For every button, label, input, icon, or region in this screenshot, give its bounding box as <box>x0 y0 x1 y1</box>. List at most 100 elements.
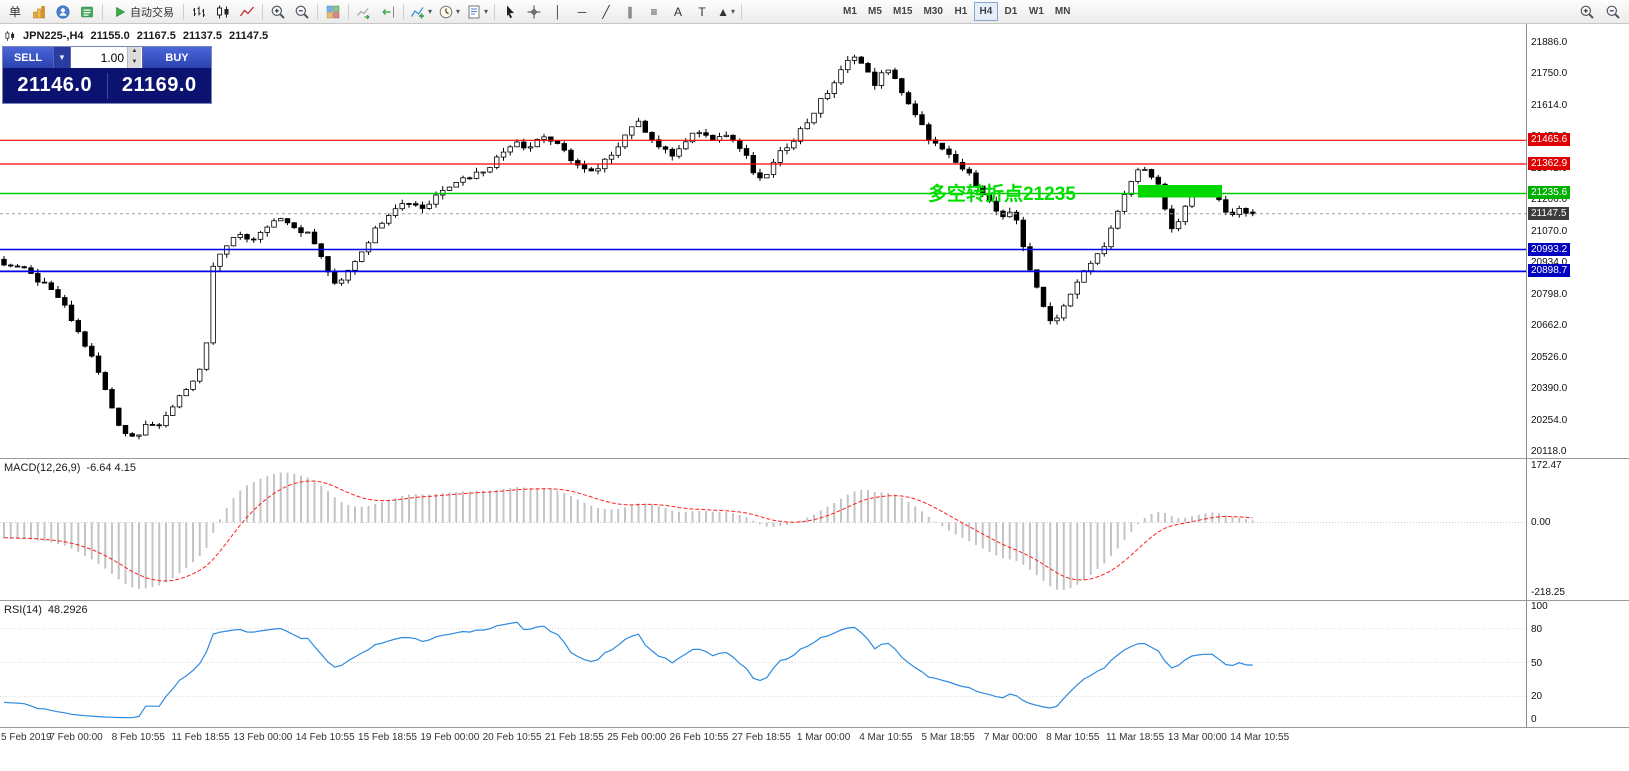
volume-down-button[interactable]: ▼ <box>131 58 138 65</box>
templates-icon[interactable]: ▾ <box>463 2 491 22</box>
price-level-badge: 20993.2 <box>1528 242 1571 256</box>
horizontal-line-icon[interactable]: ─ <box>577 4 587 19</box>
timeframe-m30-button[interactable]: M30 <box>923 6 943 17</box>
timeframe-d1-button[interactable]: D1 <box>1004 6 1018 17</box>
macd-chart[interactable] <box>0 459 1526 600</box>
rsi-name: RSI(14) <box>4 604 42 616</box>
trendline-icon[interactable]: ╱ <box>602 4 610 19</box>
time-label: 5 Feb 2019 <box>1 732 52 743</box>
toolbar: 单自动交易 ▾ ▾ ▾ │ ─ ╱ ∥ ≡ A T ▲ ▾ M1 M5 M15 M30 H1 H4 D1 W1 MN <box>0 0 1629 24</box>
magnifier-icon[interactable] <box>1601 2 1625 22</box>
new-order-button[interactable]: 单 <box>8 5 21 19</box>
line-chart-icon[interactable] <box>235 2 259 22</box>
search-icon[interactable] <box>1575 2 1599 22</box>
volume-box: ▲ ▼ <box>71 47 143 68</box>
zoom-in-icon[interactable] <box>266 2 290 22</box>
new-chart-icon[interactable] <box>27 2 51 22</box>
timeframe-m15-button[interactable]: M15 <box>893 6 913 17</box>
autotrade-button[interactable]: 自动交易 <box>106 2 180 22</box>
timeframe-w1-button[interactable]: W1 <box>1028 6 1044 17</box>
chart-shift-icon[interactable] <box>376 2 400 22</box>
volume-up-button[interactable]: ▲ <box>131 48 138 54</box>
macd-name: MACD(12,26,9) <box>4 462 81 474</box>
price-tick: 20526.0 <box>1531 351 1568 363</box>
time-label: 11 Mar 18:55 <box>1106 732 1165 743</box>
timeframe-mn-button[interactable]: MN <box>1054 6 1071 17</box>
arrows-icon[interactable]: ▲ ▾ <box>717 4 735 19</box>
buy-button[interactable]: BUY <box>143 47 211 68</box>
macd-label: MACD(12,26,9) -6.64 4.15 <box>4 462 136 474</box>
time-axis[interactable]: 5 Feb 2019 7 Feb 00:00 8 Feb 10:55 11 Feb 1… <box>0 727 1629 749</box>
price-tick: 21750.0 <box>1531 68 1568 80</box>
timeframe-bar: M1 M5 M15 M30 H1 H4 D1 W1 MN <box>838 2 1075 21</box>
macd-panel[interactable]: MACD(12,26,9) -6.64 4.15 172.47 0.00 -218.… <box>0 458 1629 600</box>
toolbar-right <box>1575 2 1625 22</box>
rsi-tick: 20 <box>1531 691 1543 703</box>
zoom-out-icon[interactable] <box>290 2 314 22</box>
time-label: 5 Mar 18:55 <box>921 732 975 743</box>
ohlc-open: 21155.0 <box>90 30 130 42</box>
one-click-trading-panel: SELL ▼ ▲ ▼ BUY 21146.0 21169.0 <box>2 46 212 104</box>
timeframe-h4-button[interactable]: H4 <box>973 2 998 21</box>
text-icon[interactable]: A <box>674 4 683 19</box>
sell-price[interactable]: 21146.0 <box>17 74 93 96</box>
candlestick-chart-icon[interactable] <box>211 2 235 22</box>
price-level-badge: 21465.6 <box>1528 133 1571 147</box>
channel-icon[interactable]: ∥ <box>627 4 634 19</box>
rsi-chart[interactable] <box>0 601 1526 727</box>
time-label: 8 Mar 10:55 <box>1046 732 1100 743</box>
annotation-text: 多空转折点21235 <box>928 184 1076 205</box>
order-dropdown-button[interactable]: ▼ <box>53 47 71 68</box>
periods-icon[interactable]: ▾ <box>435 2 463 22</box>
chart-symbol-icon <box>5 31 15 41</box>
price-chart-panel[interactable]: JPN225-,H4 21155.0 21167.5 21137.5 21147… <box>0 24 1629 458</box>
rsi-scale[interactable]: 100 80 50 20 0 <box>1526 601 1629 727</box>
indicators-icon[interactable]: ▾ <box>407 2 435 22</box>
time-label: 7 Feb 00:00 <box>49 732 103 743</box>
fibonacci-icon[interactable]: ≡ <box>650 4 658 19</box>
price-tick: 21614.0 <box>1531 99 1568 111</box>
price-level-badge: 21235.6 <box>1528 186 1571 200</box>
auto-scroll-icon[interactable] <box>352 2 376 22</box>
timeframe-m5-button[interactable]: M5 <box>868 6 882 17</box>
price-tick: 20118.0 <box>1531 446 1567 457</box>
profiles-icon[interactable] <box>51 2 75 22</box>
buy-price[interactable]: 21169.0 <box>121 74 197 96</box>
data-window-icon[interactable] <box>75 2 99 22</box>
toolbar-separator <box>741 3 743 20</box>
time-label: 11 Feb 18:55 <box>171 732 230 743</box>
tile-windows-icon[interactable] <box>321 2 345 22</box>
price-scale[interactable]: 21886.021750.021614.021478.021342.021206… <box>1526 24 1629 458</box>
timeframe-h1-button[interactable]: H1 <box>954 6 968 17</box>
symbol-info-line: JPN225-,H4 21155.0 21167.5 21137.5 21147… <box>4 30 268 42</box>
text-label-icon[interactable]: T <box>698 4 706 19</box>
vertical-line-icon[interactable]: │ <box>554 4 562 19</box>
chart-window: JPN225-,H4 21155.0 21167.5 21137.5 21147… <box>0 24 1629 771</box>
toolbar-separator <box>317 3 318 20</box>
cursor-icon[interactable] <box>498 2 522 22</box>
price-tick: 21070.0 <box>1531 225 1568 237</box>
sell-button[interactable]: SELL <box>3 47 53 68</box>
time-label: 8 Feb 10:55 <box>111 732 165 743</box>
bar-chart-icon[interactable] <box>187 2 211 22</box>
macd-values: -6.64 4.15 <box>86 462 136 474</box>
time-label: 27 Feb 18:55 <box>731 732 791 743</box>
time-label: 15 Feb 18:55 <box>358 732 417 743</box>
timeframe-m1-button[interactable]: M1 <box>843 6 857 17</box>
macd-tick: 172.47 <box>1531 460 1562 472</box>
ohlc-low: 21137.5 <box>182 30 223 42</box>
time-label: 26 Feb 10:55 <box>669 732 729 743</box>
toolbar-separator <box>262 3 263 20</box>
price-tick: 20798.0 <box>1531 288 1568 300</box>
price-tick: 20254.0 <box>1531 414 1568 426</box>
time-label: 14 Mar 10:55 <box>1230 732 1290 743</box>
price-tick: 21886.0 <box>1531 37 1568 48</box>
volume-input[interactable] <box>71 47 127 68</box>
candlestick-chart[interactable] <box>0 24 1526 458</box>
crosshair-icon[interactable] <box>522 2 546 22</box>
macd-scale[interactable]: 172.47 0.00 -218.25 <box>1526 459 1629 600</box>
time-label: 13 Feb 00:00 <box>233 732 293 743</box>
time-label: 25 Feb 00:00 <box>607 732 667 743</box>
rsi-panel[interactable]: RSI(14) 48.2926 100 80 50 20 0 <box>0 600 1629 727</box>
symbol-timeframe: JPN225-,H4 <box>23 30 84 42</box>
